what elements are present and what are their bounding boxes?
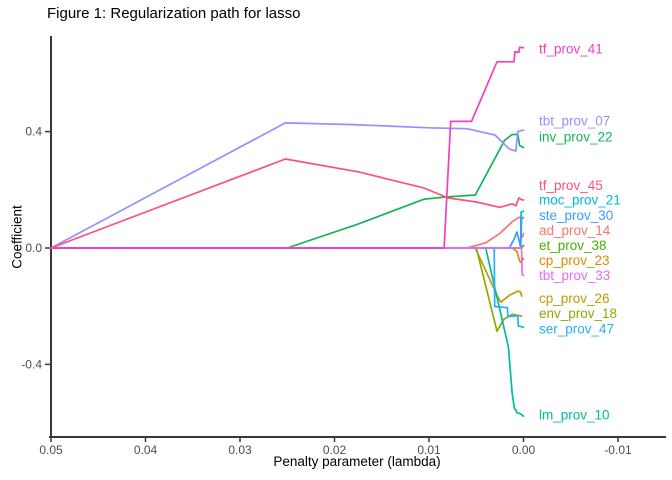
series-label-cp_prov_23: cp_prov_23 <box>539 253 610 268</box>
series-line-env_prov_18 <box>50 247 523 333</box>
y-tick-label: 0.4 <box>25 125 42 139</box>
series-label-lm_prov_10: lm_prov_10 <box>539 407 610 422</box>
series-line-inv_prov_22 <box>50 133 525 249</box>
series-line-cp_prov_23 <box>50 247 525 264</box>
series-label-env_prov_18: env_prov_18 <box>539 306 617 321</box>
series-label-tf_prov_45: tf_prov_45 <box>539 178 603 193</box>
x-tick-label: 0.01 <box>417 443 441 457</box>
x-tick-label: 0.00 <box>512 443 536 457</box>
series-line-tbt_prov_33 <box>50 247 525 277</box>
series-line-tf_prov_41 <box>50 46 525 249</box>
series-line-moc_prov_21 <box>50 210 525 249</box>
series-label-moc_prov_21: moc_prov_21 <box>539 193 621 208</box>
x-tick-label: 0.03 <box>228 443 252 457</box>
y-tick-label: -0.4 <box>21 357 42 371</box>
x-tick-label: 0.04 <box>134 443 158 457</box>
y-tick-label: 0.0 <box>25 241 42 255</box>
series-label-cp_prov_26: cp_prov_26 <box>539 291 610 306</box>
series-label-tbt_prov_07: tbt_prov_07 <box>539 114 610 129</box>
series-line-lm_prov_10 <box>50 247 525 418</box>
series-line-cp_prov_26 <box>50 247 523 303</box>
chart-title: Figure 1: Regularization path for lasso <box>47 5 301 22</box>
series-label-tbt_prov_33: tbt_prov_33 <box>539 268 610 283</box>
series-label-inv_prov_22: inv_prov_22 <box>539 130 613 145</box>
x-tick-label: 0.02 <box>323 443 347 457</box>
y-axis-title: Coefficient <box>9 205 25 269</box>
series-line-tf_prov_45 <box>50 158 525 249</box>
series-label-ad_prov_14: ad_prov_14 <box>539 223 611 238</box>
series-label-tf_prov_41: tf_prov_41 <box>539 41 603 56</box>
series-line-ste_prov_30 <box>50 216 525 249</box>
series-line-tbt_prov_07 <box>50 122 525 249</box>
series-label-ser_prov_47: ser_prov_47 <box>539 321 614 336</box>
x-tick-label: 0.05 <box>39 443 63 457</box>
series-label-et_prov_38: et_prov_38 <box>539 238 607 253</box>
series-label-ste_prov_30: ste_prov_30 <box>539 208 613 223</box>
x-axis-title: Penalty parameter (lambda) <box>273 454 441 469</box>
series-line-ser_prov_47 <box>50 247 525 329</box>
x-tick-label: -0.01 <box>604 443 632 457</box>
